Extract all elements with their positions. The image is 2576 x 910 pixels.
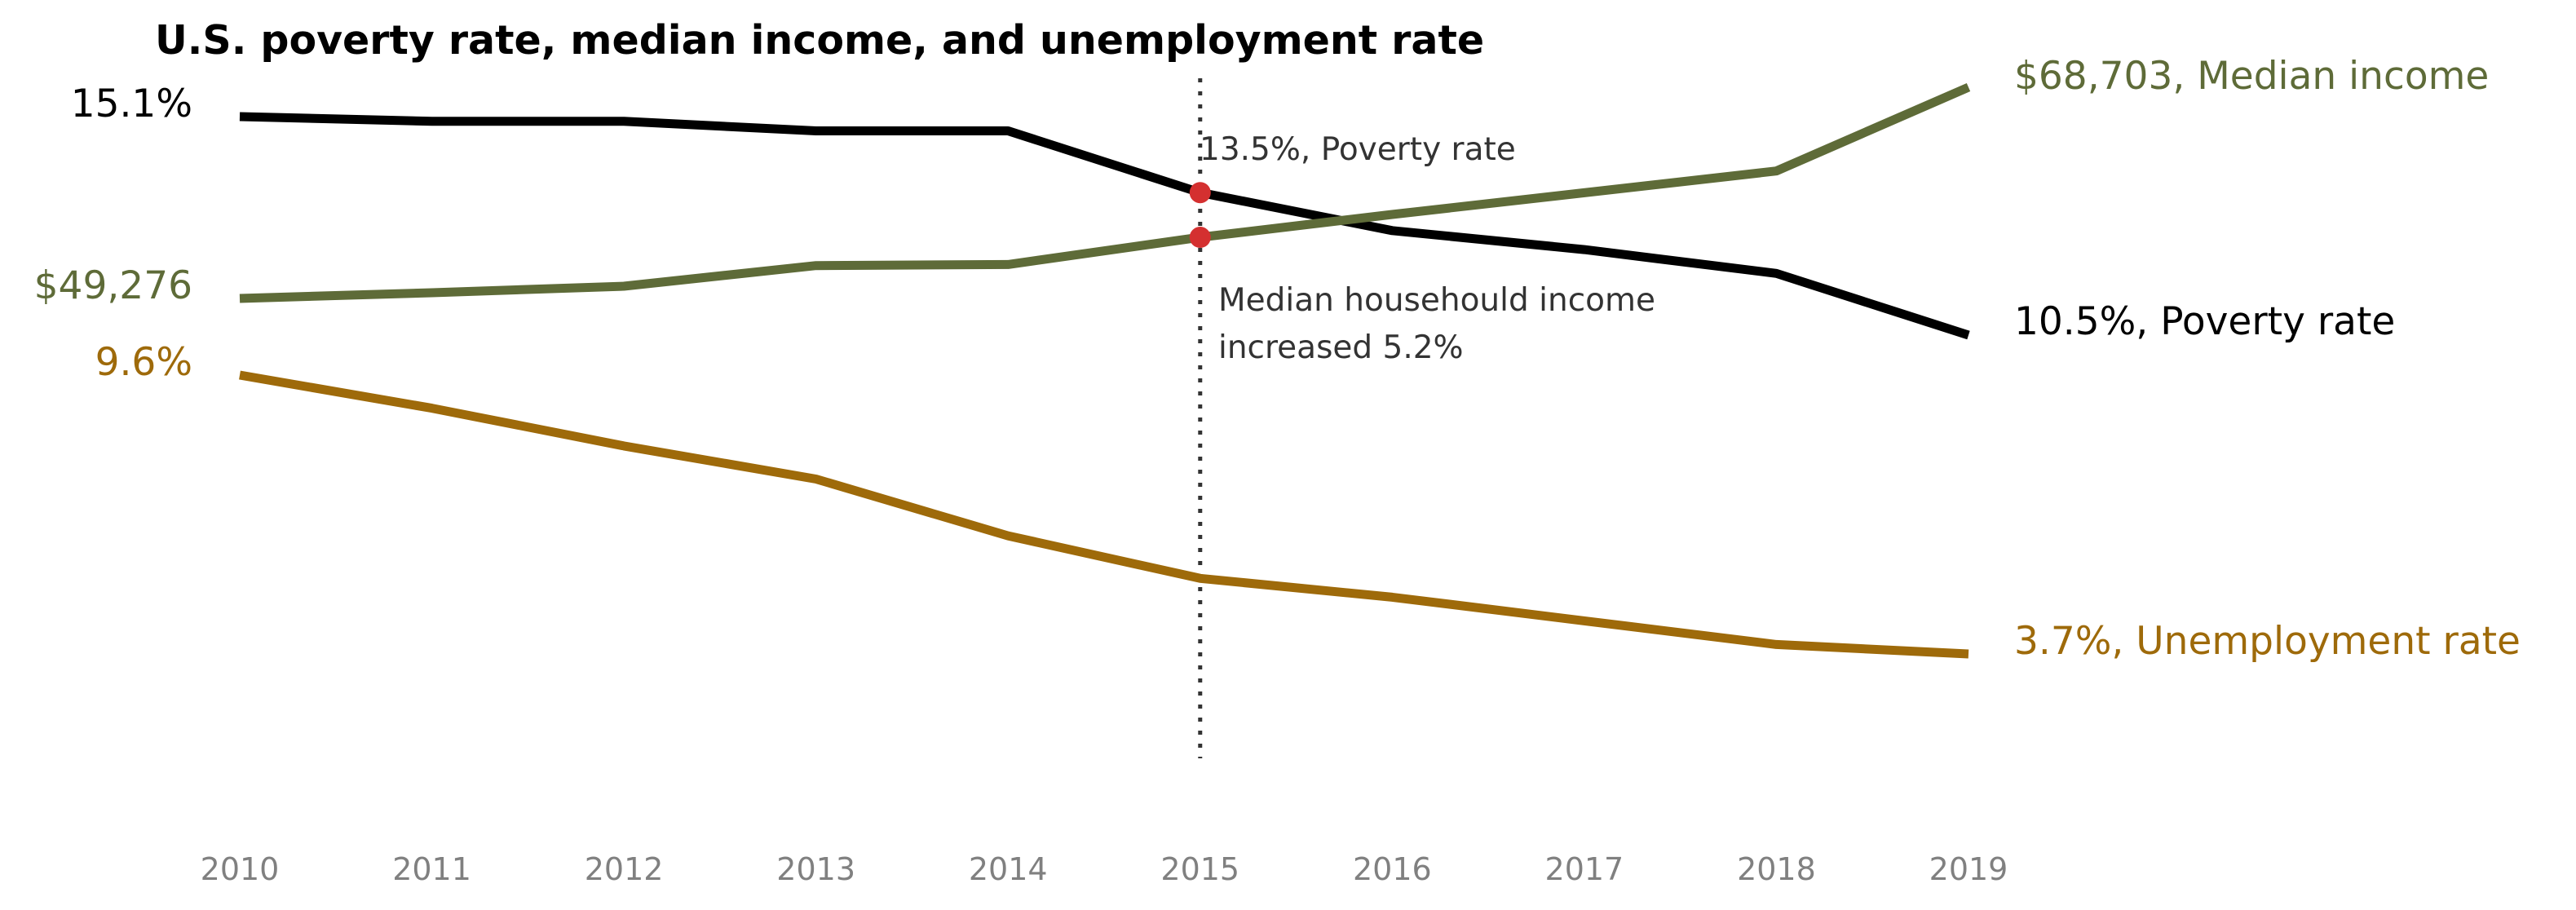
x-tick-label: 2013 [776, 851, 855, 887]
x-tick-label: 2014 [969, 851, 1048, 887]
x-tick-label: 2012 [585, 851, 664, 887]
income-end-label: $68,703, Median income [2014, 54, 2489, 99]
income-start-label: $49,276 [34, 263, 192, 308]
unemployment-series-line [239, 370, 1969, 659]
income-2015-marker [1189, 227, 1211, 249]
x-tick-label: 2016 [1353, 851, 1432, 887]
annotation-income-line2: increased 5.2% [1218, 329, 1464, 366]
poverty-start-label: 15.1% [71, 82, 192, 126]
annotation-poverty-rate: 13.5%, Poverty rate [1200, 131, 1516, 168]
poverty-end-label: 10.5%, Poverty rate [2014, 299, 2395, 344]
income-series-line [239, 82, 1971, 303]
x-tick-label: 2015 [1160, 851, 1239, 887]
x-tick-label: 2017 [1545, 851, 1624, 887]
series-layer [239, 82, 1971, 659]
annotation-income-line1: Median househould income [1218, 282, 1655, 319]
unemployment-start-label: 9.6% [95, 340, 192, 385]
x-tick-label: 2018 [1737, 851, 1816, 887]
poverty-series-line [239, 112, 1970, 340]
poverty-2015-marker [1189, 182, 1211, 204]
unemployment-end-label: 3.7%, Unemployment rate [2014, 619, 2521, 664]
x-tick-label: 2010 [201, 851, 280, 887]
chart-title: U.S. poverty rate, median income, and un… [155, 17, 1484, 64]
x-axis: 2010 2011 2012 2013 2014 2015 2016 2017 2018 2019 [201, 851, 2008, 887]
x-tick-label: 2019 [1929, 851, 2008, 887]
x-tick-label: 2011 [392, 851, 471, 887]
